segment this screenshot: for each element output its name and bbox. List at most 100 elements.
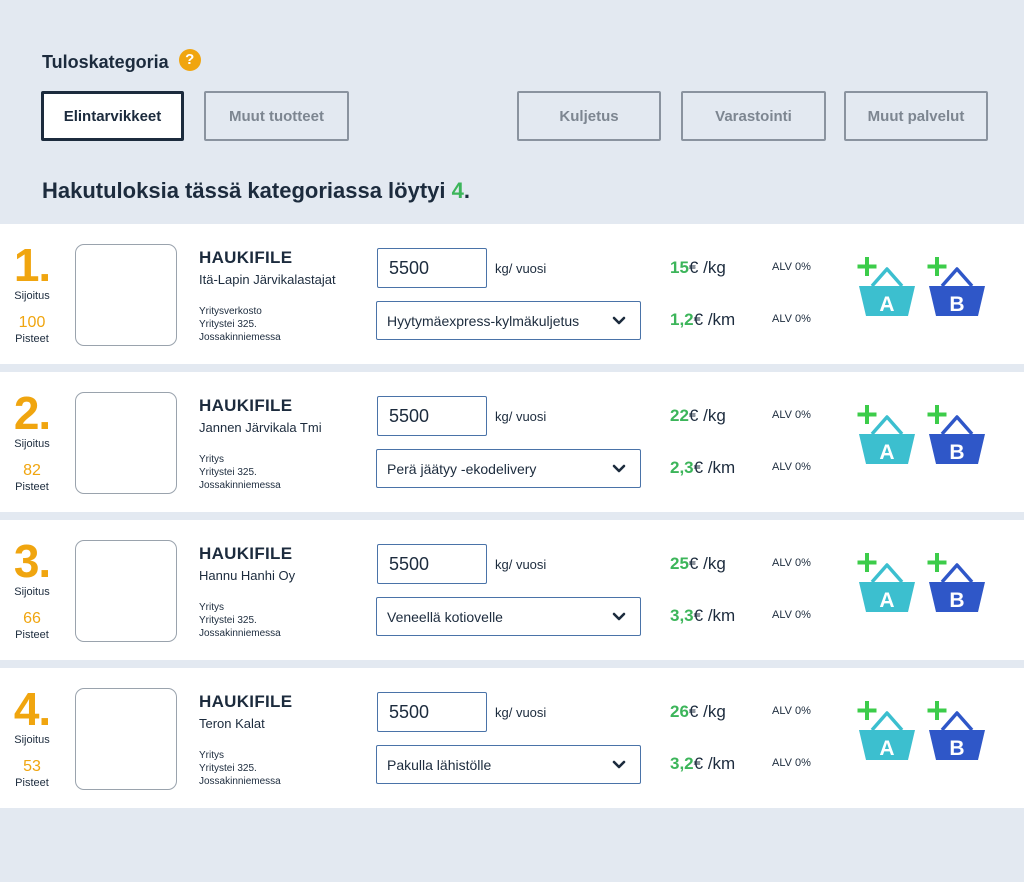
add-to-basket-a-button[interactable]: A (856, 404, 918, 470)
quantity-input[interactable] (377, 396, 487, 436)
price-per-kg-unit: € /kg (688, 554, 726, 573)
price-per-kg-value: 15 (670, 258, 689, 277)
company-logo-placeholder (75, 688, 177, 790)
score-label: Pisteet (15, 777, 49, 789)
result-row: 3. Sijoitus 66 Pisteet HAUKIFILE Hannu H… (0, 520, 1024, 660)
company-address: Yritys Yritystei 325. Jossakinniemessa (199, 453, 369, 492)
price-per-kg-unit: € /kg (688, 258, 726, 277)
quantity-input[interactable] (377, 248, 487, 288)
company-info: HAUKIFILE Hannu Hanhi Oy Yritys Yrityste… (199, 544, 369, 640)
basket-b-icon: B (927, 405, 985, 464)
results-heading-end: . (463, 178, 471, 203)
price-per-km: 1,2€ /km (670, 310, 735, 330)
price-per-kg-value: 26 (670, 702, 689, 721)
address-line-1: Yritys (199, 454, 224, 465)
add-to-basket-a-button[interactable]: A (856, 256, 918, 322)
chevron-down-icon (612, 612, 626, 621)
rank-label: Sijoitus (14, 290, 50, 302)
quantity-input[interactable] (377, 544, 487, 584)
basket-b-letter: B (949, 589, 964, 612)
delivery-select[interactable]: Pakulla lähistölle (376, 745, 641, 784)
add-to-basket-b-button[interactable]: B (926, 404, 988, 470)
price-per-km: 2,3€ /km (670, 458, 735, 478)
score-label: Pisteet (15, 629, 49, 641)
company-logo-placeholder (75, 392, 177, 494)
company-info: HAUKIFILE Jannen Järvikala Tmi Yritys Yr… (199, 396, 369, 492)
quantity-input[interactable] (377, 692, 487, 732)
basket-b-letter: B (949, 737, 964, 760)
quantity-unit: kg/ vuosi (495, 261, 547, 276)
price-per-km-unit: € /km (693, 754, 736, 773)
company-logo-placeholder (75, 244, 177, 346)
tab-muut-palvelut[interactable]: Muut palvelut (844, 91, 988, 141)
price-per-km-unit: € /km (693, 606, 736, 625)
delivery-select[interactable]: Hyytymäexpress-kylmäkuljetus (376, 301, 641, 340)
add-to-basket-b-button[interactable]: B (926, 700, 988, 766)
price-per-kg: 25€ /kg (670, 554, 726, 574)
basket-a-letter: A (879, 737, 894, 760)
add-to-basket-b-button[interactable]: B (926, 256, 988, 322)
tab-varastointi[interactable]: Varastointi (681, 91, 826, 141)
rank-number: 1. (13, 239, 51, 291)
basket-a-icon: A (857, 701, 915, 760)
price-per-km-value: 2,3 (670, 458, 694, 477)
category-header: Tuloskategoria ? (42, 48, 201, 73)
rank-label: Sijoitus (14, 586, 50, 598)
chevron-down-icon (612, 760, 626, 769)
address-line-1: Yritysverkosto (199, 306, 262, 317)
vat-label-km: ALV 0% (772, 609, 811, 621)
result-row: 1. Sijoitus 100 Pisteet HAUKIFILE Itä-La… (0, 224, 1024, 364)
rank-block: 2. Sijoitus 82 Pisteet (10, 390, 54, 493)
vat-label-kg: ALV 0% (772, 705, 811, 717)
tab-kuljetus[interactable]: Kuljetus (517, 91, 661, 141)
quantity-unit: kg/ vuosi (495, 705, 547, 720)
vat-label-kg: ALV 0% (772, 557, 811, 569)
score-label: Pisteet (15, 481, 49, 493)
company-name: Hannu Hanhi Oy (199, 568, 296, 583)
company-address: Yritysverkosto Yritystei 325. Jossakinni… (199, 305, 369, 344)
help-icon[interactable]: ? (178, 48, 201, 71)
add-to-basket-b-button[interactable]: B (926, 552, 988, 618)
address-line-2: Yritystei 325. (199, 467, 257, 478)
price-per-kg-unit: € /kg (688, 702, 726, 721)
address-line-3: Jossakinniemessa (199, 628, 281, 639)
rank-block: 3. Sijoitus 66 Pisteet (10, 538, 54, 641)
score-value: 66 (23, 610, 41, 627)
score-value: 82 (23, 462, 41, 479)
tab-muut-tuotteet[interactable]: Muut tuotteet (204, 91, 349, 141)
add-to-basket-a-button[interactable]: A (856, 700, 918, 766)
rank-number: 2. (13, 387, 51, 439)
price-per-km-value: 3,3 (670, 606, 694, 625)
address-line-3: Jossakinniemessa (199, 776, 281, 787)
price-per-kg-value: 22 (670, 406, 689, 425)
basket-b-letter: B (949, 293, 964, 316)
score-value: 53 (23, 758, 41, 775)
address-line-2: Yritystei 325. (199, 763, 257, 774)
quantity-unit: kg/ vuosi (495, 409, 547, 424)
rank-block: 4. Sijoitus 53 Pisteet (10, 686, 54, 789)
basket-a-icon: A (857, 405, 915, 464)
basket-a-icon: A (857, 257, 915, 316)
price-per-km-unit: € /km (693, 458, 736, 477)
quantity-unit: kg/ vuosi (495, 557, 547, 572)
price-per-kg-value: 25 (670, 554, 689, 573)
results-heading-text: Hakutuloksia tässä kategoriassa löytyi (42, 178, 452, 203)
product-name: HAUKIFILE (199, 248, 293, 267)
vat-label-kg: ALV 0% (772, 261, 811, 273)
address-line-3: Jossakinniemessa (199, 480, 281, 491)
tab-elintarvikkeet[interactable]: Elintarvikkeet (41, 91, 184, 141)
price-per-km-unit: € /km (693, 310, 736, 329)
delivery-select[interactable]: Veneellä kotiovelle (376, 597, 641, 636)
address-line-1: Yritys (199, 750, 224, 761)
company-info: HAUKIFILE Itä-Lapin Järvikalastajat Yrit… (199, 248, 369, 344)
product-name: HAUKIFILE (199, 396, 293, 415)
vat-label-km: ALV 0% (772, 757, 811, 769)
add-to-basket-a-button[interactable]: A (856, 552, 918, 618)
delivery-select[interactable]: Perä jäätyy -ekodelivery (376, 449, 641, 488)
price-per-km: 3,3€ /km (670, 606, 735, 626)
vat-label-kg: ALV 0% (772, 409, 811, 421)
product-name: HAUKIFILE (199, 692, 293, 711)
company-address: Yritys Yritystei 325. Jossakinniemessa (199, 749, 369, 788)
company-logo-placeholder (75, 540, 177, 642)
